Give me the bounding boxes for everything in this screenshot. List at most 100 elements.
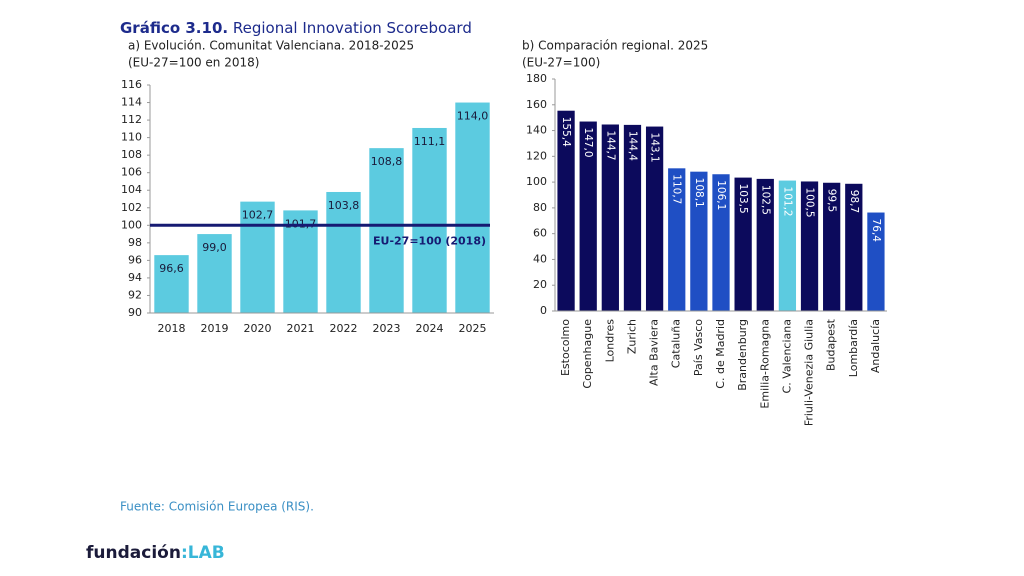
value-label: 147,0 [582, 128, 594, 158]
value-label: 101,2 [781, 187, 793, 217]
y-tick-label: 94 [128, 271, 142, 284]
x-tick-label: Cataluña [670, 319, 683, 368]
x-tick-label: Andalucía [869, 319, 882, 373]
chart-title: b) Comparación regional. 2025 [522, 39, 708, 53]
bar [645, 126, 664, 311]
bar [690, 171, 708, 311]
value-label: 103,5 [737, 184, 749, 214]
value-label: 111,1 [414, 135, 446, 148]
figure-title-text: Regional Innovation Scoreboard [233, 19, 472, 37]
logo: fundación:LAB [86, 543, 225, 563]
y-tick-label: 80 [533, 201, 547, 214]
y-tick-label: 100 [526, 175, 547, 188]
bar [601, 124, 619, 312]
figure-title: Gráfico 3.10. Regional Innovation Scoreb… [120, 19, 472, 37]
logo-accent: :LAB [181, 543, 225, 563]
bar [240, 201, 275, 313]
y-tick-label: 98 [128, 236, 142, 249]
reference-label: EU-27=100 (2018) [373, 234, 486, 247]
x-tick-label: 2021 [287, 322, 315, 335]
bar [283, 210, 318, 313]
value-label: 143,1 [649, 133, 661, 163]
x-tick-label: Lombardía [847, 319, 860, 377]
bar [326, 191, 361, 313]
value-label: 99,0 [202, 241, 227, 254]
bar [412, 127, 447, 313]
y-tick-label: 180 [526, 72, 547, 85]
y-tick-label: 110 [121, 131, 142, 144]
bar [867, 212, 885, 311]
source: Fuente: Comisión Europea (RIS). [120, 500, 314, 514]
figure-number: Gráfico 3.10. [120, 19, 228, 37]
bar [845, 183, 863, 311]
x-tick-label: Emilia-Romagna [758, 319, 771, 409]
value-label: 106,1 [715, 180, 727, 210]
y-tick-label: 114 [121, 96, 142, 109]
y-tick-label: 104 [121, 183, 142, 196]
bar [668, 168, 686, 311]
x-tick-label: País Vasco [692, 319, 705, 376]
y-tick-label: 100 [121, 218, 142, 231]
x-tick-label: Estocolmo [559, 319, 572, 376]
x-tick-label: 2023 [373, 322, 401, 335]
y-tick-label: 102 [121, 201, 142, 214]
y-tick-label: 20 [533, 278, 547, 291]
x-tick-label: Zurich [625, 319, 638, 354]
y-tick-label: 140 [526, 124, 547, 137]
x-tick-label: Friuli-Venezia Giulia [803, 319, 816, 426]
value-label: 102,7 [242, 209, 274, 222]
y-tick-label: 96 [128, 253, 142, 266]
x-tick-label: C. de Madrid [714, 319, 727, 389]
value-label: 144,4 [626, 131, 638, 161]
y-tick-label: 92 [128, 288, 142, 301]
x-tick-label: 2019 [201, 322, 229, 335]
x-tick-label: Brandenburg [736, 319, 749, 391]
bar [778, 180, 797, 311]
y-tick-label: 108 [121, 148, 142, 161]
x-tick-label: Londres [603, 319, 616, 363]
value-label: 98,7 [848, 190, 860, 213]
y-tick-label: 106 [121, 166, 142, 179]
logo-text: fundación [86, 543, 181, 563]
value-label: 144,7 [604, 130, 616, 160]
bar [557, 110, 575, 311]
bar [734, 177, 752, 311]
y-tick-label: 90 [128, 306, 142, 319]
x-tick-label: Copenhague [581, 319, 594, 389]
bar [623, 124, 642, 311]
chart-title: a) Evolución. Comunitat Valenciana. 2018… [128, 39, 414, 53]
value-label: 76,4 [870, 219, 882, 243]
y-tick-label: 40 [533, 252, 547, 265]
bar [579, 121, 597, 312]
value-label: 102,5 [759, 185, 771, 215]
chart-subtitle: (EU-27=100 en 2018) [128, 56, 259, 70]
y-tick-label: 116 [121, 78, 142, 91]
y-tick-label: 0 [540, 304, 547, 317]
bar [154, 255, 189, 313]
y-tick-label: 160 [526, 98, 547, 111]
value-label: 103,8 [328, 199, 360, 212]
x-tick-label: 2020 [244, 322, 272, 335]
x-tick-label: Budapest [825, 318, 838, 371]
value-label: 155,4 [560, 117, 572, 147]
bar [197, 234, 232, 313]
chart-subtitle: (EU-27=100) [522, 56, 600, 70]
y-tick-label: 112 [121, 113, 142, 126]
value-label: 108,1 [693, 178, 705, 208]
x-tick-label: C. Valenciana [780, 319, 793, 393]
bar [369, 148, 404, 313]
x-tick-label: 2025 [459, 322, 487, 335]
y-tick-label: 120 [526, 149, 547, 162]
x-tick-label: 2022 [330, 322, 358, 335]
bar [455, 102, 490, 314]
value-label: 96,6 [159, 262, 184, 275]
value-label: 110,7 [671, 174, 683, 204]
bar [712, 174, 730, 311]
bar [800, 181, 819, 311]
x-tick-label: 2024 [416, 322, 444, 335]
x-tick-label: 2018 [158, 322, 186, 335]
value-label: 114,0 [457, 110, 489, 123]
x-tick-label: Alta Baviera [648, 319, 661, 386]
bar [823, 182, 841, 311]
